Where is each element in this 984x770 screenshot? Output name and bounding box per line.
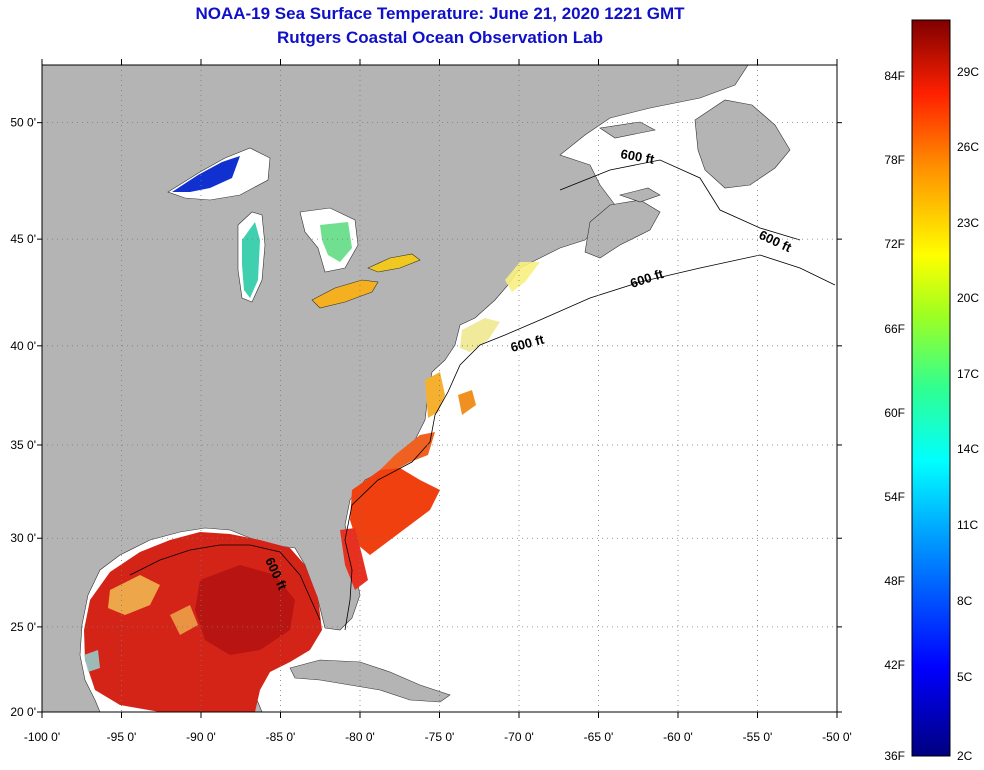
latitude-label: 30 0' bbox=[10, 531, 36, 545]
latitude-label: 35 0' bbox=[10, 438, 36, 452]
longitude-label: -70 0' bbox=[504, 730, 534, 744]
colorbar-c-label: 11C bbox=[957, 518, 978, 532]
latitude-label: 40 0' bbox=[10, 339, 36, 353]
colorbar-c-label: 29C bbox=[957, 65, 979, 79]
colorbar-c-label: 2C bbox=[957, 749, 973, 763]
isobath-label: 600 ft bbox=[619, 146, 656, 167]
longitude-label: -75 0' bbox=[425, 730, 455, 744]
graticule bbox=[37, 59, 842, 718]
land-anticosti bbox=[599, 121, 656, 139]
longitude-label: -80 0' bbox=[345, 730, 375, 744]
colorbar-f-label: 66F bbox=[884, 322, 905, 336]
latitude-label: 25 0' bbox=[10, 620, 36, 634]
colorbar-f-label: 60F bbox=[884, 406, 905, 420]
sst-gulf-cool-patch bbox=[84, 650, 100, 672]
colorbar-f-label: 72F bbox=[884, 237, 905, 251]
longitude-label: -90 0' bbox=[186, 730, 216, 744]
map-frame bbox=[41, 64, 838, 713]
colorbar-c-label: 8C bbox=[957, 594, 973, 608]
lake-huron-sst bbox=[320, 222, 352, 262]
land-pei bbox=[618, 187, 661, 203]
longitude-label: -100 0' bbox=[24, 730, 60, 744]
longitude-labels: -100 0' -95 0' -90 0' -85 0' -80 0' -75 0' -70… bbox=[24, 730, 852, 744]
sst-gulf-of-maine bbox=[505, 262, 540, 292]
longitude-label: -55 0' bbox=[743, 730, 773, 744]
sst-gulf-yellow-patch-2 bbox=[170, 605, 198, 635]
isobath-600ft-north bbox=[559, 159, 801, 241]
lake-superior-cold bbox=[172, 156, 240, 192]
sst-gulf-yellow-patch bbox=[108, 575, 160, 615]
colorbar bbox=[911, 19, 951, 757]
longitude-label: -85 0' bbox=[266, 730, 296, 744]
colorbar-f-label: 84F bbox=[884, 69, 905, 83]
longitude-label: -60 0' bbox=[663, 730, 693, 744]
latitude-label: 50 0' bbox=[10, 116, 36, 130]
colorbar-f-label: 48F bbox=[884, 574, 905, 588]
longitude-label: -95 0' bbox=[107, 730, 137, 744]
latitude-labels: 50 0' 45 0' 40 0' 35 0' 30 0' 25 0' 20 0' bbox=[10, 116, 36, 719]
colorbar-f-label: 54F bbox=[884, 490, 905, 504]
sst-florida-east bbox=[340, 528, 368, 590]
lake-michigan-sst bbox=[242, 222, 260, 298]
lake-ontario bbox=[367, 253, 421, 273]
isobath-600ft-gulf bbox=[129, 544, 321, 621]
sst-gulf-warm bbox=[195, 565, 295, 655]
longitude-label: -65 0' bbox=[584, 730, 614, 744]
colorbar-c-label: 20C bbox=[957, 291, 979, 305]
colorbar-celsius-labels: 29C 26C 23C 20C 17C 14C 11C 8C 5C 2C bbox=[957, 65, 979, 763]
sst-offshore-va bbox=[458, 390, 476, 415]
isobath-600ft bbox=[344, 254, 836, 631]
lake-erie bbox=[311, 279, 379, 309]
colorbar-f-label: 78F bbox=[884, 153, 905, 167]
colorbar-f-label: 36F bbox=[884, 749, 905, 763]
colorbar-c-label: 23C bbox=[957, 216, 979, 230]
land-nova-scotia bbox=[584, 199, 661, 259]
colorbar-c-label: 14C bbox=[957, 442, 979, 456]
latitude-label: 20 0' bbox=[10, 705, 36, 719]
sst-carolinas bbox=[380, 432, 435, 472]
latitude-label: 45 0' bbox=[10, 232, 36, 246]
land-newfoundland bbox=[694, 99, 791, 189]
sst-southeast-shelf bbox=[350, 468, 440, 555]
chart-subtitle: Rutgers Coastal Ocean Observation Lab bbox=[277, 28, 603, 47]
sst-mid-atlantic bbox=[460, 318, 500, 352]
colorbar-c-label: 5C bbox=[957, 670, 973, 684]
colorbar-f-label: 42F bbox=[884, 658, 905, 672]
colorbar-c-label: 17C bbox=[957, 367, 979, 381]
longitude-label: -50 0' bbox=[822, 730, 852, 744]
colorbar-c-label: 26C bbox=[957, 140, 979, 154]
land-cuba bbox=[289, 659, 451, 703]
colorbar-fahrenheit-labels: 84F 78F 72F 66F 60F 54F 48F 42F 36F bbox=[884, 69, 905, 763]
chart-title: NOAA-19 Sea Surface Temperature: June 21… bbox=[195, 4, 685, 23]
